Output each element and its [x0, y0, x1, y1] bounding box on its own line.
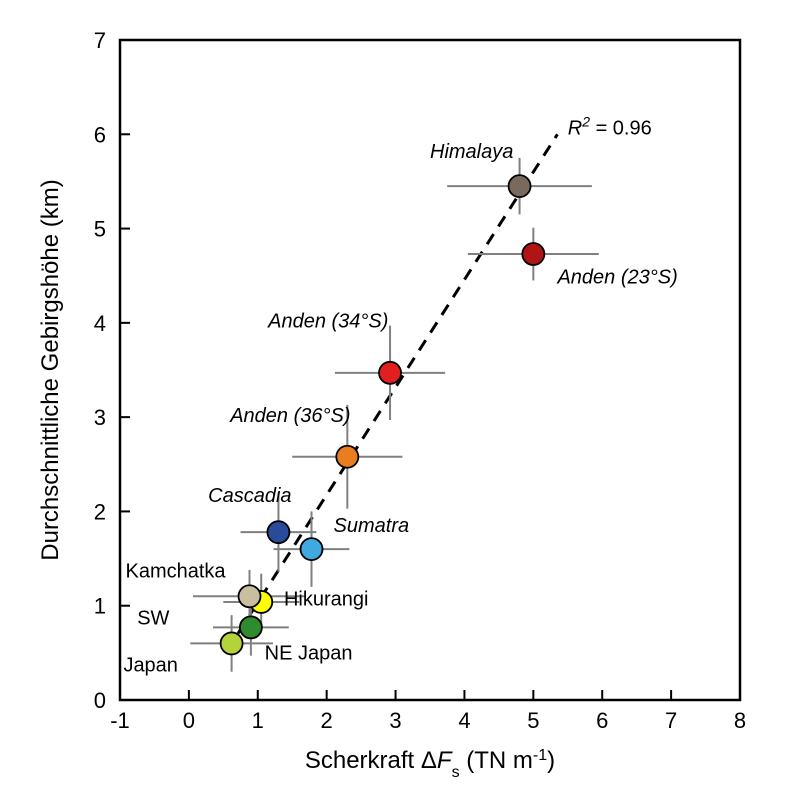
y-tick-label: 2 — [94, 499, 106, 524]
data-point-himalaya — [509, 175, 531, 197]
point-label-himalaya: Himalaya — [430, 141, 513, 163]
point-label2-sw_japan: Japan — [123, 655, 178, 677]
point-label-sw_japan: SW — [137, 608, 169, 630]
data-point-anden23 — [522, 243, 544, 265]
x-tick-label: 7 — [665, 708, 677, 733]
data-point-anden36 — [336, 446, 358, 468]
x-axis-title: Scherkraft ΔFs (TN m-1) — [305, 747, 555, 781]
y-tick-label: 5 — [94, 217, 106, 242]
chart-svg: -101234567801234567Durchschnittliche Geb… — [0, 0, 788, 800]
trend-line — [227, 134, 558, 651]
point-label-cascadia: Cascadia — [208, 485, 291, 507]
y-tick-label: 0 — [94, 688, 106, 713]
x-tick-label: 2 — [321, 708, 333, 733]
point-label-kamchatka: Kamchatka — [126, 560, 227, 582]
data-point-sumatra — [301, 538, 323, 560]
y-tick-label: 3 — [94, 405, 106, 430]
x-tick-label: 4 — [458, 708, 470, 733]
scatter-chart: { "chart": { "type": "scatter", "width_p… — [0, 0, 788, 800]
x-tick-label: 0 — [183, 708, 195, 733]
point-label-anden36: Anden (36°S) — [229, 405, 350, 427]
data-point-ne_japan — [240, 616, 262, 638]
data-point-kamchatka — [239, 585, 261, 607]
point-label-anden34: Anden (34°S) — [267, 311, 388, 333]
x-tick-label: 1 — [252, 708, 264, 733]
x-tick-label: 3 — [389, 708, 401, 733]
y-axis-title: Durchschnittliche Gebirgshöhe (km) — [37, 179, 64, 560]
data-point-anden34 — [379, 362, 401, 384]
x-tick-label: 5 — [527, 708, 539, 733]
y-tick-label: 7 — [94, 28, 106, 53]
point-label-hikurangi: Hikurangi — [284, 589, 368, 611]
point-label-sumatra: Sumatra — [334, 515, 410, 537]
data-point-cascadia — [267, 521, 289, 543]
point-label-ne_japan: NE Japan — [265, 642, 353, 664]
y-tick-label: 6 — [94, 122, 106, 147]
x-tick-label: 6 — [596, 708, 608, 733]
x-tick-label: -1 — [110, 708, 130, 733]
x-tick-label: 8 — [734, 708, 746, 733]
data-point-sw_japan — [221, 632, 243, 654]
y-tick-label: 4 — [94, 311, 106, 336]
y-tick-label: 1 — [94, 594, 106, 619]
r-squared-label: R2 = 0.96 — [568, 113, 652, 139]
point-label-anden23: Anden (23°S) — [556, 266, 677, 288]
